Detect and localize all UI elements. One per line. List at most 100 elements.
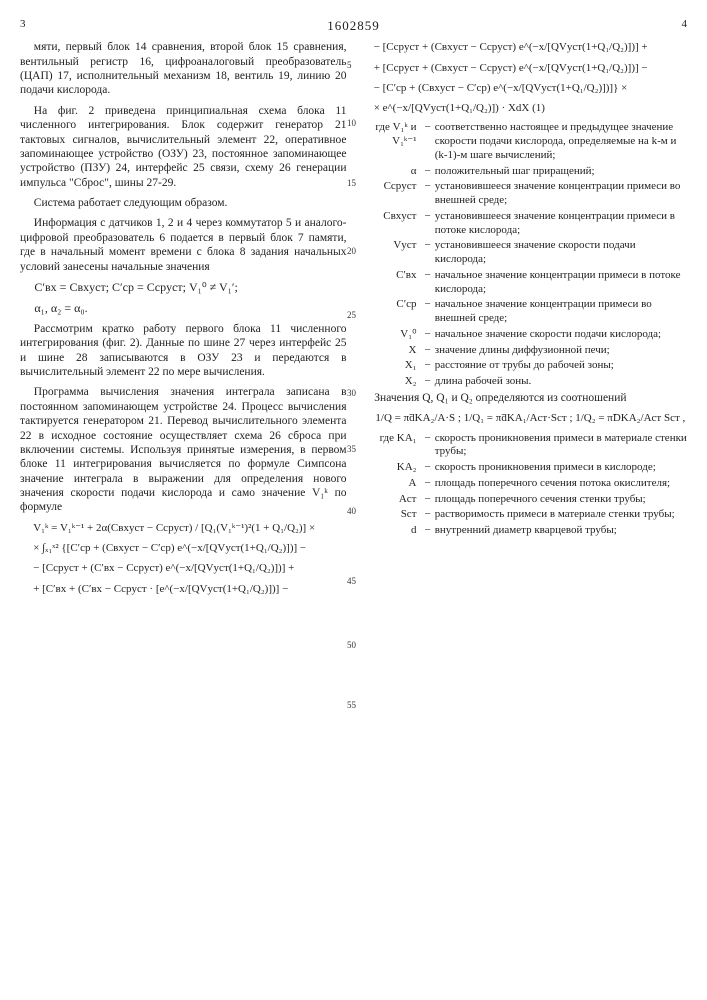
definition-text: площадь поперечного сечения стенки трубы… [435, 493, 687, 507]
definition-row: α−положительный шаг приращений; [361, 165, 688, 179]
paragraph: мяти, первый блок 14 сравнения, второй б… [20, 40, 347, 98]
definition-row: A−площадь поперечного сечения потока оки… [361, 477, 688, 491]
left-column: мяти, первый блок 14 сравнения, второй б… [20, 40, 347, 602]
paragraph: На фиг. 2 приведена принципиальная схема… [20, 104, 347, 190]
definition-text: длина рабочей зоны. [435, 375, 687, 389]
definition-text: соответственно настоящее и предыдущее зн… [435, 121, 687, 162]
definition-symbol: V₁⁰ [361, 328, 421, 342]
formula: 1/Q = π̃dKA₂/A·S ; 1/Q₁ = π̃dKA₁/Aст·Sст… [361, 411, 688, 425]
document-number: 1602859 [327, 18, 380, 34]
definition-dash: − [421, 375, 435, 389]
definition-dash: − [421, 121, 435, 162]
definition-symbol: Ccpуст [361, 180, 421, 208]
definition-row: Cʙxуст−установившееся значение концентра… [361, 210, 688, 238]
paragraph: Рассмотрим кратко работу первого блока 1… [20, 322, 347, 380]
definition-dash: − [421, 432, 435, 460]
definition-text: установившееся значение концентрации при… [435, 180, 687, 208]
definition-dash: − [421, 344, 435, 358]
line-num: 10 [347, 118, 356, 129]
definition-text: расстояние от трубы до рабочей зоны; [435, 359, 687, 373]
formula: − [Ccpуст + (C′ʙx − Ccpуст) e^(−x/[QVуст… [20, 561, 347, 575]
definition-text: начальное значение концентрации примеси … [435, 269, 687, 297]
definition-dash: − [421, 239, 435, 267]
paragraph: Система работает следующим образом. [20, 196, 347, 210]
definition-dash: − [421, 508, 435, 522]
line-num: 55 [347, 700, 356, 711]
definitions-list: где V₁ᵏ и V₁ᵏ⁻¹−соответственно настоящее… [361, 121, 688, 389]
definition-symbol: X₁ [361, 359, 421, 373]
formula: − [C′cp + (Cʙxуст − C′cp) e^(−x/[QVуст(1… [361, 81, 688, 95]
definition-text: начальное значение концентрации примеси … [435, 298, 687, 326]
line-num: 5 [347, 60, 352, 71]
definition-row: C′cp−начальное значение концентрации при… [361, 298, 688, 326]
definition-row: X₂−длина рабочей зоны. [361, 375, 688, 389]
definition-symbol: где KA₁ [361, 432, 421, 460]
definition-symbol: KA₂ [361, 461, 421, 475]
definition-dash: − [421, 524, 435, 538]
definition-text: положительный шаг приращений; [435, 165, 687, 179]
definition-symbol: A [361, 477, 421, 491]
definition-dash: − [421, 269, 435, 297]
definition-dash: − [421, 328, 435, 342]
definition-row: KA₂−скорость проникновения примеси в кис… [361, 461, 688, 475]
definition-dash: − [421, 180, 435, 208]
definitions-list-2: где KA₁−скорость проникновения примеси в… [361, 432, 688, 538]
definition-text: установившееся значение скорости подачи … [435, 239, 687, 267]
formula: V₁ᵏ = V₁ᵏ⁻¹ + 2α(Cʙxуст − Ccpуст) / [Q₁(… [20, 521, 347, 535]
definition-dash: − [421, 493, 435, 507]
formula: − [Ccpуст + (Cʙxуст − Ccpуст) e^(−x/[QVу… [361, 40, 688, 54]
definition-symbol: X₂ [361, 375, 421, 389]
paragraph: Значения Q, Q₁ и Q₂ определяются из соот… [361, 391, 688, 405]
definition-dash: − [421, 298, 435, 326]
definition-text: значение длины диффузионной печи; [435, 344, 687, 358]
definition-dash: − [421, 359, 435, 373]
line-num: 30 [347, 388, 356, 399]
definition-row: Ccpуст−установившееся значение концентра… [361, 180, 688, 208]
formula: × ∫ₓ₁ˣ² {[C′cp + (Cʙxуст − C′cp) e^(−x/[… [20, 541, 347, 555]
formula: C′ʙx = Cʙxуст; C′cp = Ccpуст; V₁⁰ ≠ V₁′; [20, 280, 347, 295]
paragraph: Программа вычисления значения интеграла … [20, 385, 347, 514]
definition-text: скорость проникновения примеси в кислоро… [435, 461, 687, 475]
definition-row: C′ʙx−начальное значение концентрации при… [361, 269, 688, 297]
definition-text: растворимость примеси в материале стенки… [435, 508, 687, 522]
definition-row: X−значение длины диффузионной печи; [361, 344, 688, 358]
definition-dash: − [421, 165, 435, 179]
definition-row: Vуст−установившееся значение скорости по… [361, 239, 688, 267]
definition-text: установившееся значение концентрации при… [435, 210, 687, 238]
definition-symbol: где V₁ᵏ и V₁ᵏ⁻¹ [361, 121, 421, 162]
line-num: 50 [347, 640, 356, 651]
col-num-right: 4 [682, 18, 688, 34]
definition-text: площадь поперечного сечения потока окисл… [435, 477, 687, 491]
definition-row: где KA₁−скорость проникновения примеси в… [361, 432, 688, 460]
line-num: 20 [347, 246, 356, 257]
definition-symbol: α [361, 165, 421, 179]
definition-symbol: Sст [361, 508, 421, 522]
definition-symbol: Vуст [361, 239, 421, 267]
definition-dash: − [421, 461, 435, 475]
definition-row: где V₁ᵏ и V₁ᵏ⁻¹−соответственно настоящее… [361, 121, 688, 162]
line-num: 25 [347, 310, 356, 321]
definition-row: X₁−расстояние от трубы до рабочей зоны; [361, 359, 688, 373]
col-num-left: 3 [20, 18, 26, 34]
definition-symbol: Cʙxуст [361, 210, 421, 238]
page-header: 3 1602859 4 [20, 18, 687, 34]
definition-row: Aст−площадь поперечного сечения стенки т… [361, 493, 688, 507]
line-num: 45 [347, 576, 356, 587]
definition-symbol: Aст [361, 493, 421, 507]
definition-text: скорость проникновения примеси в материа… [435, 432, 687, 460]
definition-symbol: X [361, 344, 421, 358]
definition-text: начальное значение скорости подачи кисло… [435, 328, 687, 342]
formula: × e^(−x/[QVуст(1+Q₁/Q₂)]) · XdX (1) [361, 101, 688, 115]
formula: + [Ccpуст + (Cʙxуст − Ccpуст) e^(−x/[QVу… [361, 61, 688, 75]
line-num: 35 [347, 444, 356, 455]
right-column: − [Ccpуст + (Cʙxуст − Ccpуст) e^(−x/[QVу… [361, 40, 688, 602]
definition-row: d−внутренний диаметр кварцевой трубы; [361, 524, 688, 538]
line-num: 40 [347, 506, 356, 517]
definition-row: Sст−растворимость примеси в материале ст… [361, 508, 688, 522]
definition-text: внутренний диаметр кварцевой трубы; [435, 524, 687, 538]
page: 3 1602859 4 5 10 15 20 25 30 35 40 45 50… [0, 0, 707, 1000]
definition-row: V₁⁰−начальное значение скорости подачи к… [361, 328, 688, 342]
formula: + [C′ʙx + (C′ʙx − Ccpуст · [e^(−x/[QVуст… [20, 582, 347, 596]
definition-symbol: d [361, 524, 421, 538]
line-num: 15 [347, 178, 356, 189]
